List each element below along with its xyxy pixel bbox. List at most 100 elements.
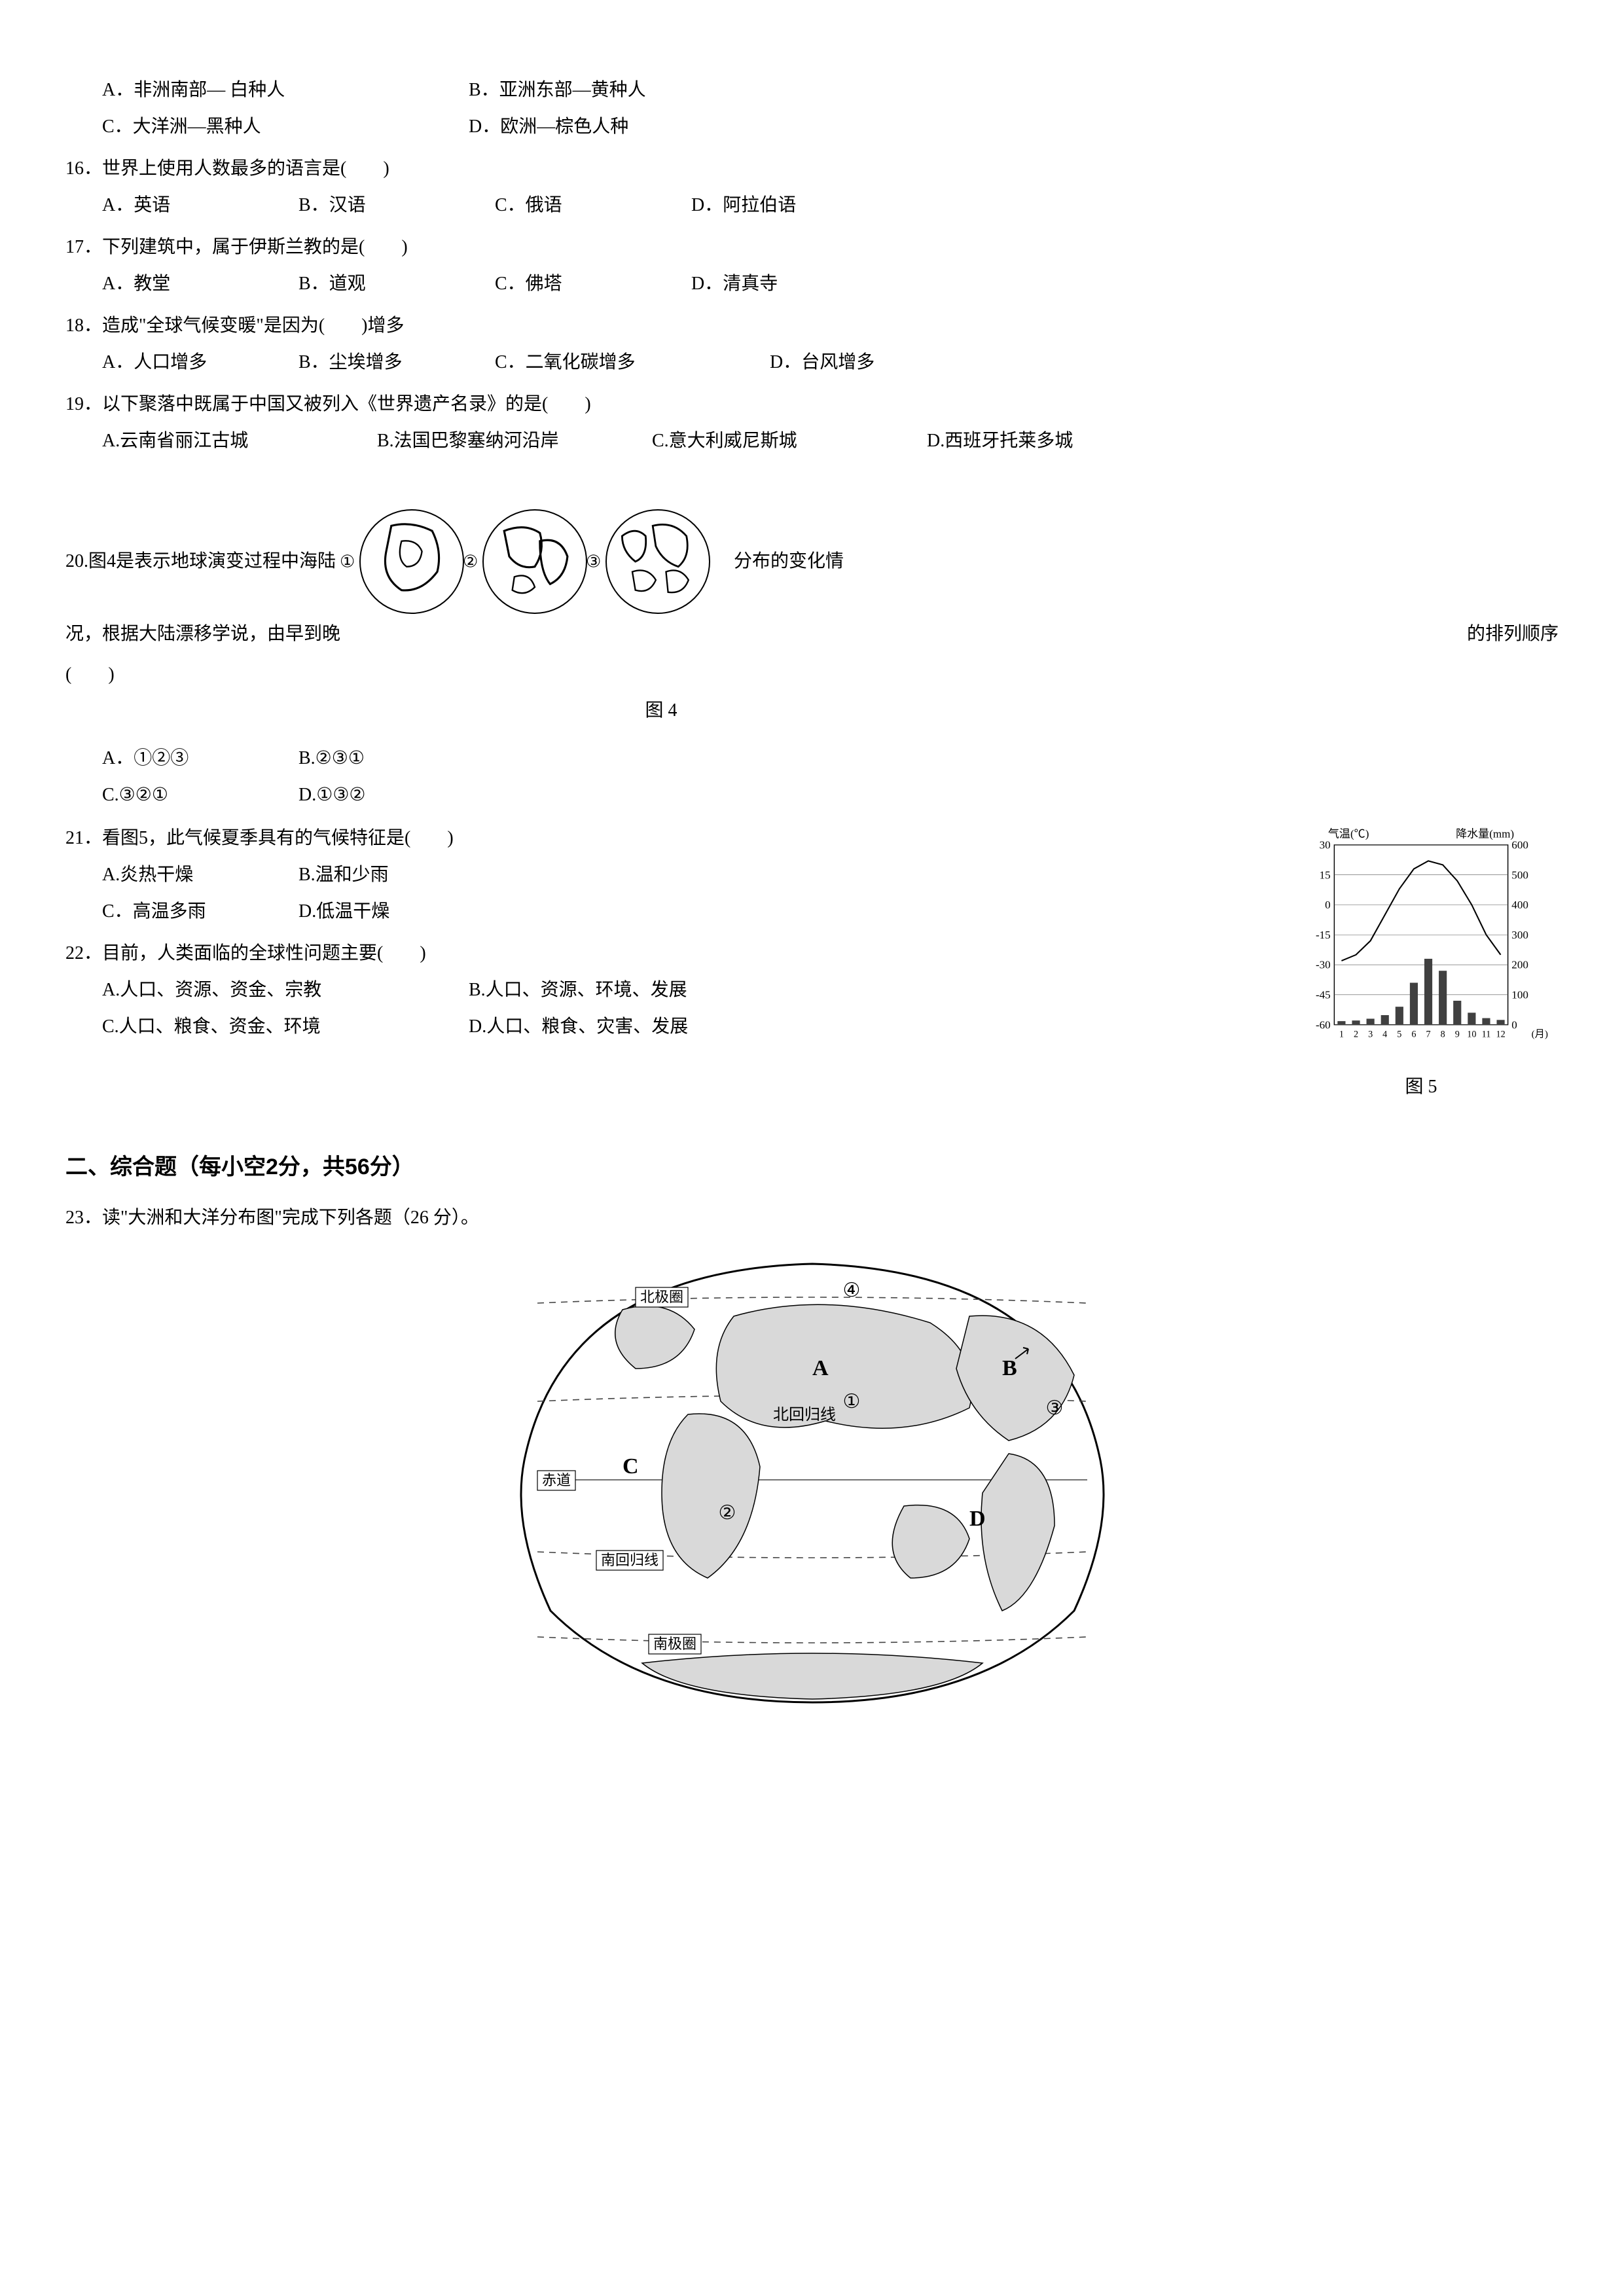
q18-option-c: C．二氧化碳增多: [495, 344, 744, 381]
q20-option-d: D.①③②: [298, 777, 469, 814]
svg-text:降水量(mm): 降水量(mm): [1456, 827, 1514, 840]
globe-3-label: ③: [586, 543, 601, 580]
svg-text:5: 5: [1397, 1029, 1401, 1039]
q21-option-d: D.低温干燥: [298, 893, 469, 930]
q17-option-d: D．清真寺: [691, 266, 861, 302]
svg-text:8: 8: [1441, 1029, 1445, 1039]
svg-text:11: 11: [1482, 1029, 1491, 1039]
svg-text:9: 9: [1455, 1029, 1460, 1039]
q21-option-b: B.温和少雨: [298, 857, 469, 893]
svg-text:-15: -15: [1316, 929, 1331, 941]
svg-text:400: 400: [1511, 899, 1528, 911]
q20-option-a: A．①②③: [102, 740, 272, 777]
q22-option-d: D.人口、粮食、灾害、发展: [469, 1009, 688, 1045]
svg-text:10: 10: [1467, 1029, 1476, 1039]
section-2-title: 二、综合题（每小空2分，共56分）: [65, 1145, 1559, 1189]
q18-option-b: B．尘埃增多: [298, 344, 469, 381]
question-23: 23．读"大洲和大洋分布图"完成下列各题（26 分）。: [65, 1200, 1559, 1236]
q15-option-b: B．亚洲东部—黄种人: [469, 72, 646, 109]
question-21: 21．看图5，此气候夏季具有的气候特征是( ) A.炎热干燥 B.温和少雨 C．…: [65, 820, 1257, 930]
question-16: 16．世界上使用人数最多的语言是( ) A．英语 B．汉语 C．俄语 D．阿拉伯…: [65, 151, 1559, 224]
globe-1-label: ①: [340, 543, 355, 580]
globe-3-icon: [605, 509, 710, 614]
svg-text:气温(℃): 气温(℃): [1328, 827, 1369, 840]
q22-text: 22．目前，人类面临的全球性问题主要( ): [65, 935, 1257, 972]
svg-text:4: 4: [1382, 1029, 1387, 1039]
svg-text:3: 3: [1368, 1029, 1373, 1039]
globe-2-icon: [482, 509, 587, 614]
globe-1-icon: [359, 509, 464, 614]
q18-option-d: D．台风增多: [770, 344, 940, 381]
globe-2-label: ②: [463, 543, 478, 580]
q20-option-b: B.②③①: [298, 740, 469, 777]
q15-option-c: C．大洋洲—黑种人: [102, 109, 442, 145]
svg-text:2: 2: [1354, 1029, 1358, 1039]
question-17: 17．下列建筑中，属于伊斯兰教的是( ) A．教堂 B．道观 C．佛塔 D．清真…: [65, 229, 1559, 302]
q15-option-d: D．欧洲—棕色人种: [469, 109, 639, 145]
q17-option-b: B．道观: [298, 266, 469, 302]
svg-text:③: ③: [1045, 1397, 1063, 1419]
q18-text: 18．造成"全球气候变暖"是因为( )增多: [65, 308, 1559, 344]
svg-text:100: 100: [1511, 988, 1528, 1001]
svg-text:12: 12: [1496, 1029, 1505, 1039]
svg-text:④: ④: [842, 1280, 860, 1301]
svg-text:1: 1: [1339, 1029, 1344, 1039]
svg-text:北回归线: 北回归线: [773, 1406, 836, 1424]
svg-text:300: 300: [1511, 929, 1528, 941]
q20-text-1: 20.图4是表示地球演变过程中海陆: [65, 541, 336, 582]
q16-option-b: B．汉语: [298, 187, 469, 224]
figure-5-caption: 图 5: [1284, 1069, 1559, 1105]
question-19: 19．以下聚落中既属于中国又被列入《世界遗产名录》的是( ) A.云南省丽江古城…: [65, 386, 1559, 459]
svg-text:②: ②: [718, 1502, 736, 1524]
q20-text-2b: 的排列顺序: [1467, 614, 1559, 655]
svg-text:6: 6: [1411, 1029, 1416, 1039]
svg-text:南回归线: 南回归线: [601, 1552, 659, 1568]
figure-4-caption: 图 4: [432, 691, 890, 731]
svg-text:500: 500: [1511, 869, 1528, 881]
q19-option-b: B.法国巴黎塞纳河沿岸: [377, 423, 626, 459]
q15-option-a: A．非洲南部— 白种人: [102, 72, 442, 109]
q21-option-a: A.炎热干燥: [102, 857, 272, 893]
climate-chart-icon: 30150-15-30-45-6060050040030020010001234…: [1290, 820, 1552, 1056]
q20-option-c: C.③②①: [102, 777, 272, 814]
svg-text:①: ①: [842, 1391, 860, 1412]
q21-option-c: C．高温多雨: [102, 893, 272, 930]
q21-q22-block: 21．看图5，此气候夏季具有的气候特征是( ) A.炎热干燥 B.温和少雨 C．…: [65, 820, 1559, 1105]
svg-text:7: 7: [1426, 1029, 1430, 1039]
figure-5: 30150-15-30-45-6060050040030020010001234…: [1284, 820, 1559, 1105]
svg-text:A: A: [812, 1356, 829, 1380]
q20-text-1b: 分布的变化情: [734, 541, 844, 582]
svg-text:-30: -30: [1316, 959, 1331, 971]
q16-text: 16．世界上使用人数最多的语言是( ): [65, 151, 1559, 187]
q17-option-a: A．教堂: [102, 266, 272, 302]
svg-text:-45: -45: [1316, 988, 1331, 1001]
q17-option-c: C．佛塔: [495, 266, 665, 302]
q16-option-a: A．英语: [102, 187, 272, 224]
svg-text:600: 600: [1511, 838, 1528, 851]
svg-text:南极圈: 南极圈: [653, 1636, 696, 1652]
svg-text:赤道: 赤道: [542, 1472, 571, 1488]
svg-text:C: C: [623, 1454, 639, 1479]
world-map-figure: 北极圈北回归线赤道南回归线南极圈ABCD①②③④: [65, 1244, 1559, 1729]
q19-option-d: D.西班牙托莱多城: [927, 423, 1097, 459]
q22-option-a: A.人口、资源、资金、宗教: [102, 972, 442, 1009]
svg-text:-60: -60: [1316, 1018, 1331, 1031]
svg-text:200: 200: [1511, 959, 1528, 971]
svg-text:0: 0: [1511, 1018, 1517, 1031]
q16-option-d: D．阿拉伯语: [691, 187, 861, 224]
q22-option-c: C.人口、粮食、资金、环境: [102, 1009, 442, 1045]
question-15-options: A．非洲南部— 白种人 B．亚洲东部—黄种人 C．大洋洲—黑种人 D．欧洲—棕色…: [65, 72, 1559, 145]
question-20: 20.图4是表示地球演变过程中海陆 ① ② ③: [65, 473, 1559, 814]
svg-text:0: 0: [1325, 899, 1331, 911]
svg-text:15: 15: [1320, 869, 1331, 881]
q19-option-a: A.云南省丽江古城: [102, 423, 351, 459]
question-22: 22．目前，人类面临的全球性问题主要( ) A.人口、资源、资金、宗教 B.人口…: [65, 935, 1257, 1045]
q22-option-b: B.人口、资源、环境、发展: [469, 972, 687, 1009]
q17-text: 17．下列建筑中，属于伊斯兰教的是( ): [65, 229, 1559, 266]
q21-text: 21．看图5，此气候夏季具有的气候特征是( ): [65, 820, 1257, 857]
q19-text: 19．以下聚落中既属于中国又被列入《世界遗产名录》的是( ): [65, 386, 1559, 423]
svg-text:北极圈: 北极圈: [640, 1289, 683, 1305]
q23-text: 23．读"大洲和大洋分布图"完成下列各题（26 分）。: [65, 1200, 1559, 1236]
svg-text:(月): (月): [1532, 1028, 1548, 1039]
question-18: 18．造成"全球气候变暖"是因为( )增多 A．人口增多 B．尘埃增多 C．二氧…: [65, 308, 1559, 381]
